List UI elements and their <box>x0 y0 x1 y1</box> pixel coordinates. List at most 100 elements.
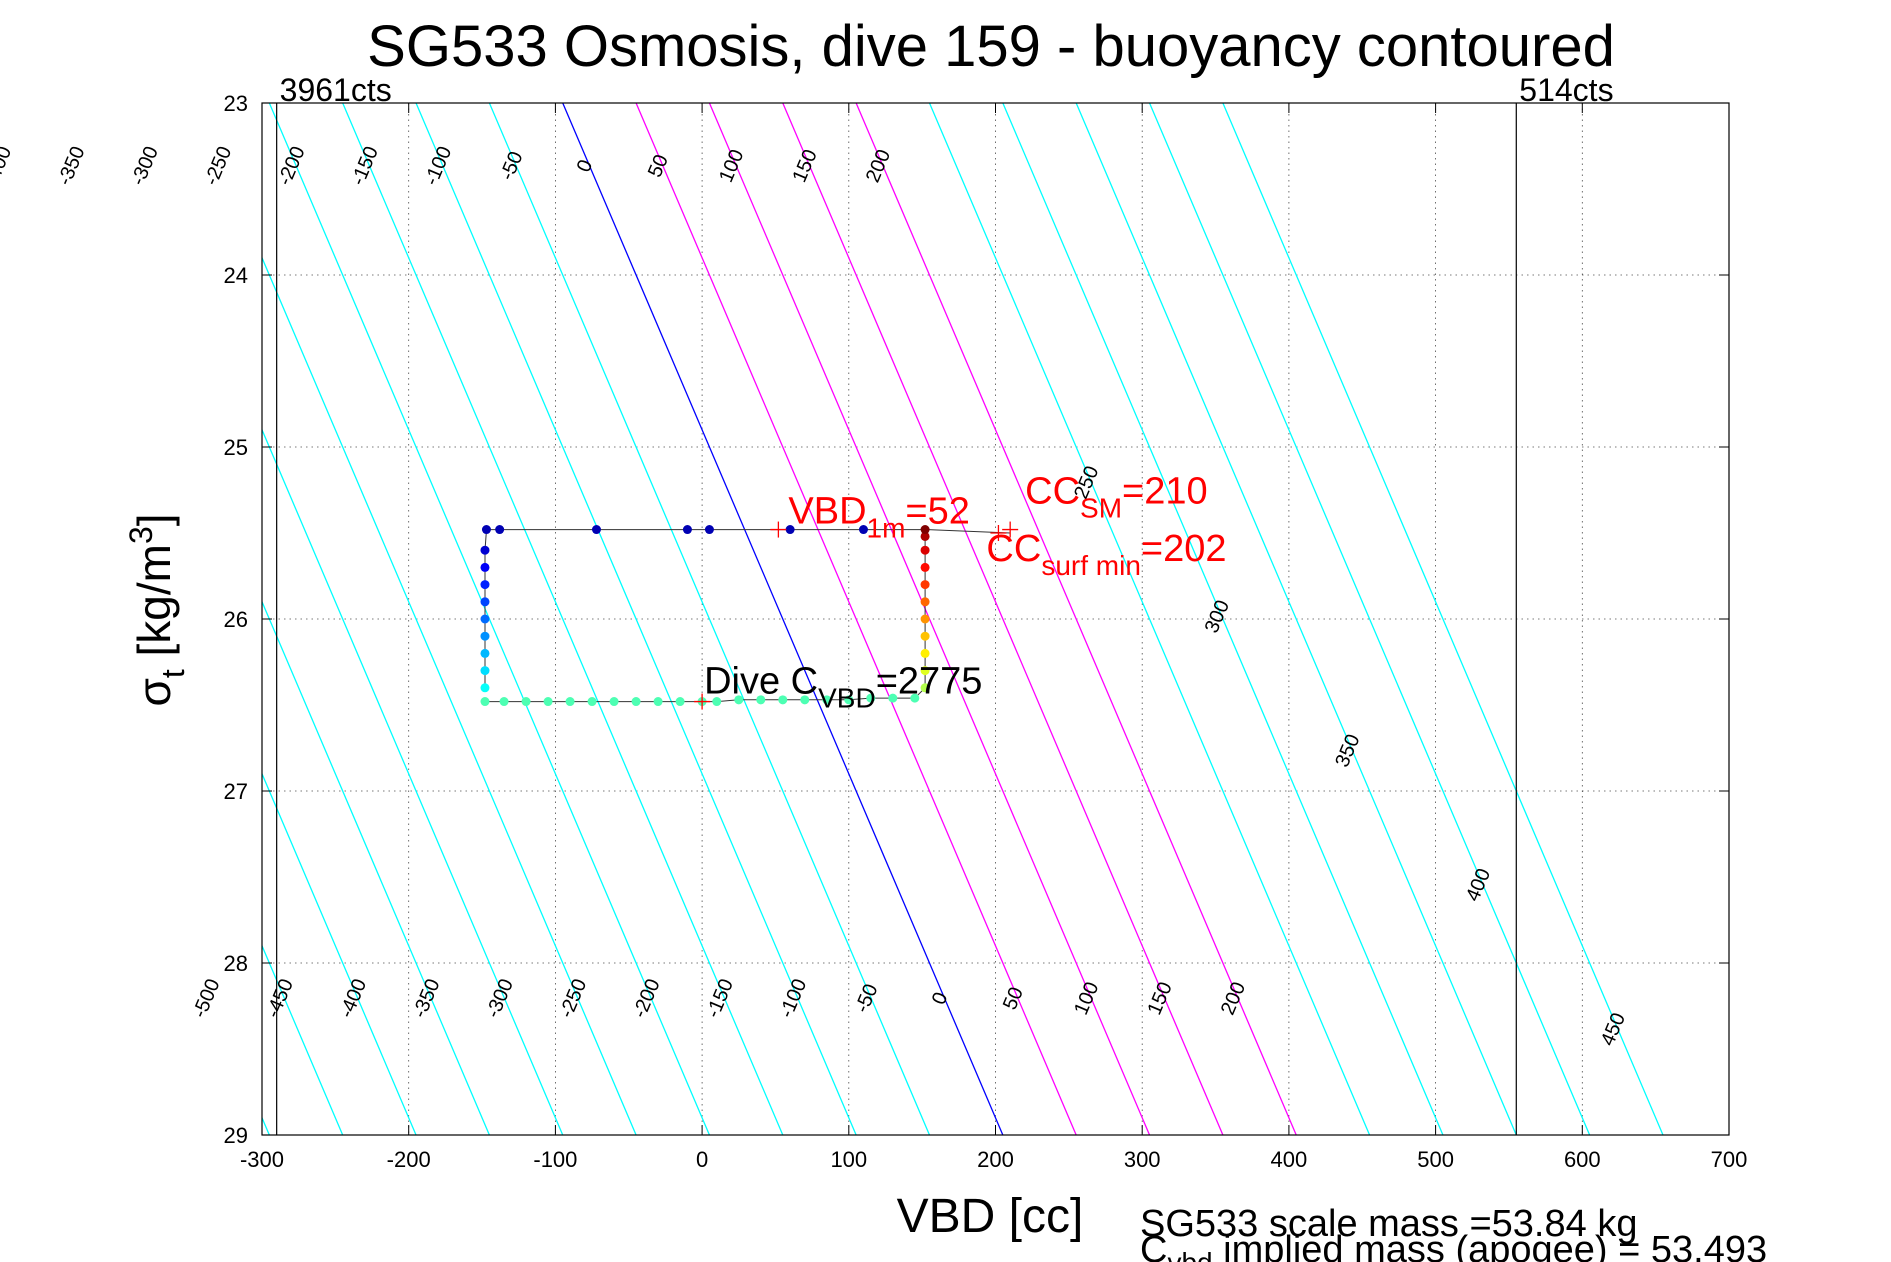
contour-label-bottom: -50 <box>851 981 883 1016</box>
data-point <box>675 697 685 707</box>
contour-label-top: -150 <box>347 143 383 188</box>
cc-surf-min-value: =202 <box>1141 528 1227 570</box>
data-point <box>920 648 930 658</box>
y-axis-label-sup: 3 <box>123 526 159 544</box>
contour-label-bottom: 150 <box>1143 979 1176 1018</box>
data-point <box>480 648 490 658</box>
contour-line <box>1002 103 1444 1135</box>
data-point <box>778 695 788 705</box>
data-point <box>920 525 930 535</box>
vbd-1m-annotation: VBD1m=52 <box>788 491 970 544</box>
data-point <box>480 683 490 693</box>
contour-label-top: -400 <box>0 143 16 188</box>
x-tick-label: 700 <box>1711 1147 1748 1172</box>
contour-label-bottom: -200 <box>629 976 665 1021</box>
data-point <box>800 695 810 705</box>
x-tick-label: 600 <box>1564 1147 1601 1172</box>
contour-label-bottom: 200 <box>1217 979 1250 1018</box>
cc-surf-min-text: CC <box>986 528 1041 570</box>
axis-ticks: -300 -200 -100 0 100 200 300 400 500 600 700232425… <box>224 91 1748 1172</box>
data-point <box>920 614 930 624</box>
x-tick-label: 500 <box>1417 1147 1454 1172</box>
data-point <box>565 697 575 707</box>
data-point <box>480 597 490 607</box>
data-point <box>888 693 898 703</box>
data-point <box>858 525 868 535</box>
implied-mass-sub: vbd <box>1167 1247 1212 1262</box>
data-point <box>480 545 490 555</box>
data-point <box>631 697 641 707</box>
buoyancy-contours <box>262 103 1664 1135</box>
contour-label-top: 150 <box>788 146 821 185</box>
contour-label-top: 200 <box>862 146 895 185</box>
contour-label-bottom: 100 <box>1070 979 1103 1018</box>
cc-sm-sub: SM <box>1080 493 1122 524</box>
implied-mass-symbol: C <box>1140 1229 1167 1262</box>
contour-label-bottom: -150 <box>702 976 738 1021</box>
data-point <box>920 631 930 641</box>
dive-data-points <box>480 525 930 707</box>
contour-line <box>488 103 931 1135</box>
implied-mass-text: Cvbd implied mass (apogee) = 53.493 <box>1140 1229 1767 1262</box>
contour-label-top: 100 <box>715 146 748 185</box>
implied-mass-tail: implied mass (apogee) = 53.493 <box>1213 1229 1768 1262</box>
y-tick-label: 28 <box>224 951 248 976</box>
contour-label-bottom: -300 <box>482 976 518 1021</box>
contour-line <box>262 772 417 1135</box>
x-tick-label: 200 <box>977 1147 1014 1172</box>
data-point <box>521 697 531 707</box>
y-tick-label: 26 <box>224 607 248 632</box>
contour-line <box>1222 103 1664 1135</box>
contour-label-right: 350 <box>1331 731 1364 770</box>
data-point <box>920 531 930 541</box>
contour-label-top: -200 <box>274 143 310 188</box>
cc-sm-annotation: CCSM=210 <box>1025 471 1207 524</box>
y-tick-label: 23 <box>224 91 248 116</box>
data-point <box>920 683 930 693</box>
data-point <box>609 697 619 707</box>
contour-label-bottom: -500 <box>189 976 225 1021</box>
y-tick-label: 25 <box>224 435 248 460</box>
data-point <box>499 697 509 707</box>
reference-markers <box>694 521 1019 710</box>
contour-label-bottom: -400 <box>335 976 371 1021</box>
limit-label: 3961cts <box>280 72 392 108</box>
dive-cvbd-text: Dive C <box>704 661 818 703</box>
contour-line <box>342 103 784 1135</box>
data-point <box>480 631 490 641</box>
data-point <box>587 697 597 707</box>
data-point <box>480 666 490 676</box>
contour-line <box>635 103 1077 1135</box>
contour-label-top: -100 <box>420 143 456 188</box>
y-axis-label: σt [kg/m3] <box>123 513 191 706</box>
x-tick-label: -100 <box>533 1147 577 1172</box>
x-tick-label: -200 <box>387 1147 431 1172</box>
x-tick-label: -300 <box>240 1147 284 1172</box>
y-tick-label: 24 <box>224 263 248 288</box>
y-tick-label: 29 <box>224 1123 248 1148</box>
contour-label-right: 450 <box>1597 1010 1630 1049</box>
contour-label-top: -350 <box>54 143 90 188</box>
vbd-1m-text: VBD <box>788 491 866 533</box>
cc-sm-text: CC <box>1025 471 1080 513</box>
data-point <box>480 614 490 624</box>
x-axis-label: VBD [cc] <box>897 1190 1084 1243</box>
contour-label-bottom: -350 <box>409 976 445 1021</box>
data-point <box>920 580 930 590</box>
limit-label: 514cts <box>1519 72 1613 108</box>
chart-annotations: -500-450-400-350-300-250-200-150-100-500… <box>0 143 1630 1049</box>
cc-surf-min-sub: surf min <box>1041 550 1141 581</box>
x-tick-label: 100 <box>830 1147 867 1172</box>
contour-line <box>262 428 564 1135</box>
contour-label-bottom: -250 <box>555 976 591 1021</box>
data-point <box>543 697 553 707</box>
data-point <box>480 697 490 707</box>
plot-frame <box>261 102 1730 1136</box>
contour-line <box>928 103 1371 1135</box>
contour-label-top: -300 <box>127 143 163 188</box>
data-point <box>495 525 505 535</box>
data-point <box>756 695 766 705</box>
dive-cvbd-sub: VBD <box>818 683 876 714</box>
data-point <box>480 562 490 572</box>
data-point <box>844 695 854 705</box>
